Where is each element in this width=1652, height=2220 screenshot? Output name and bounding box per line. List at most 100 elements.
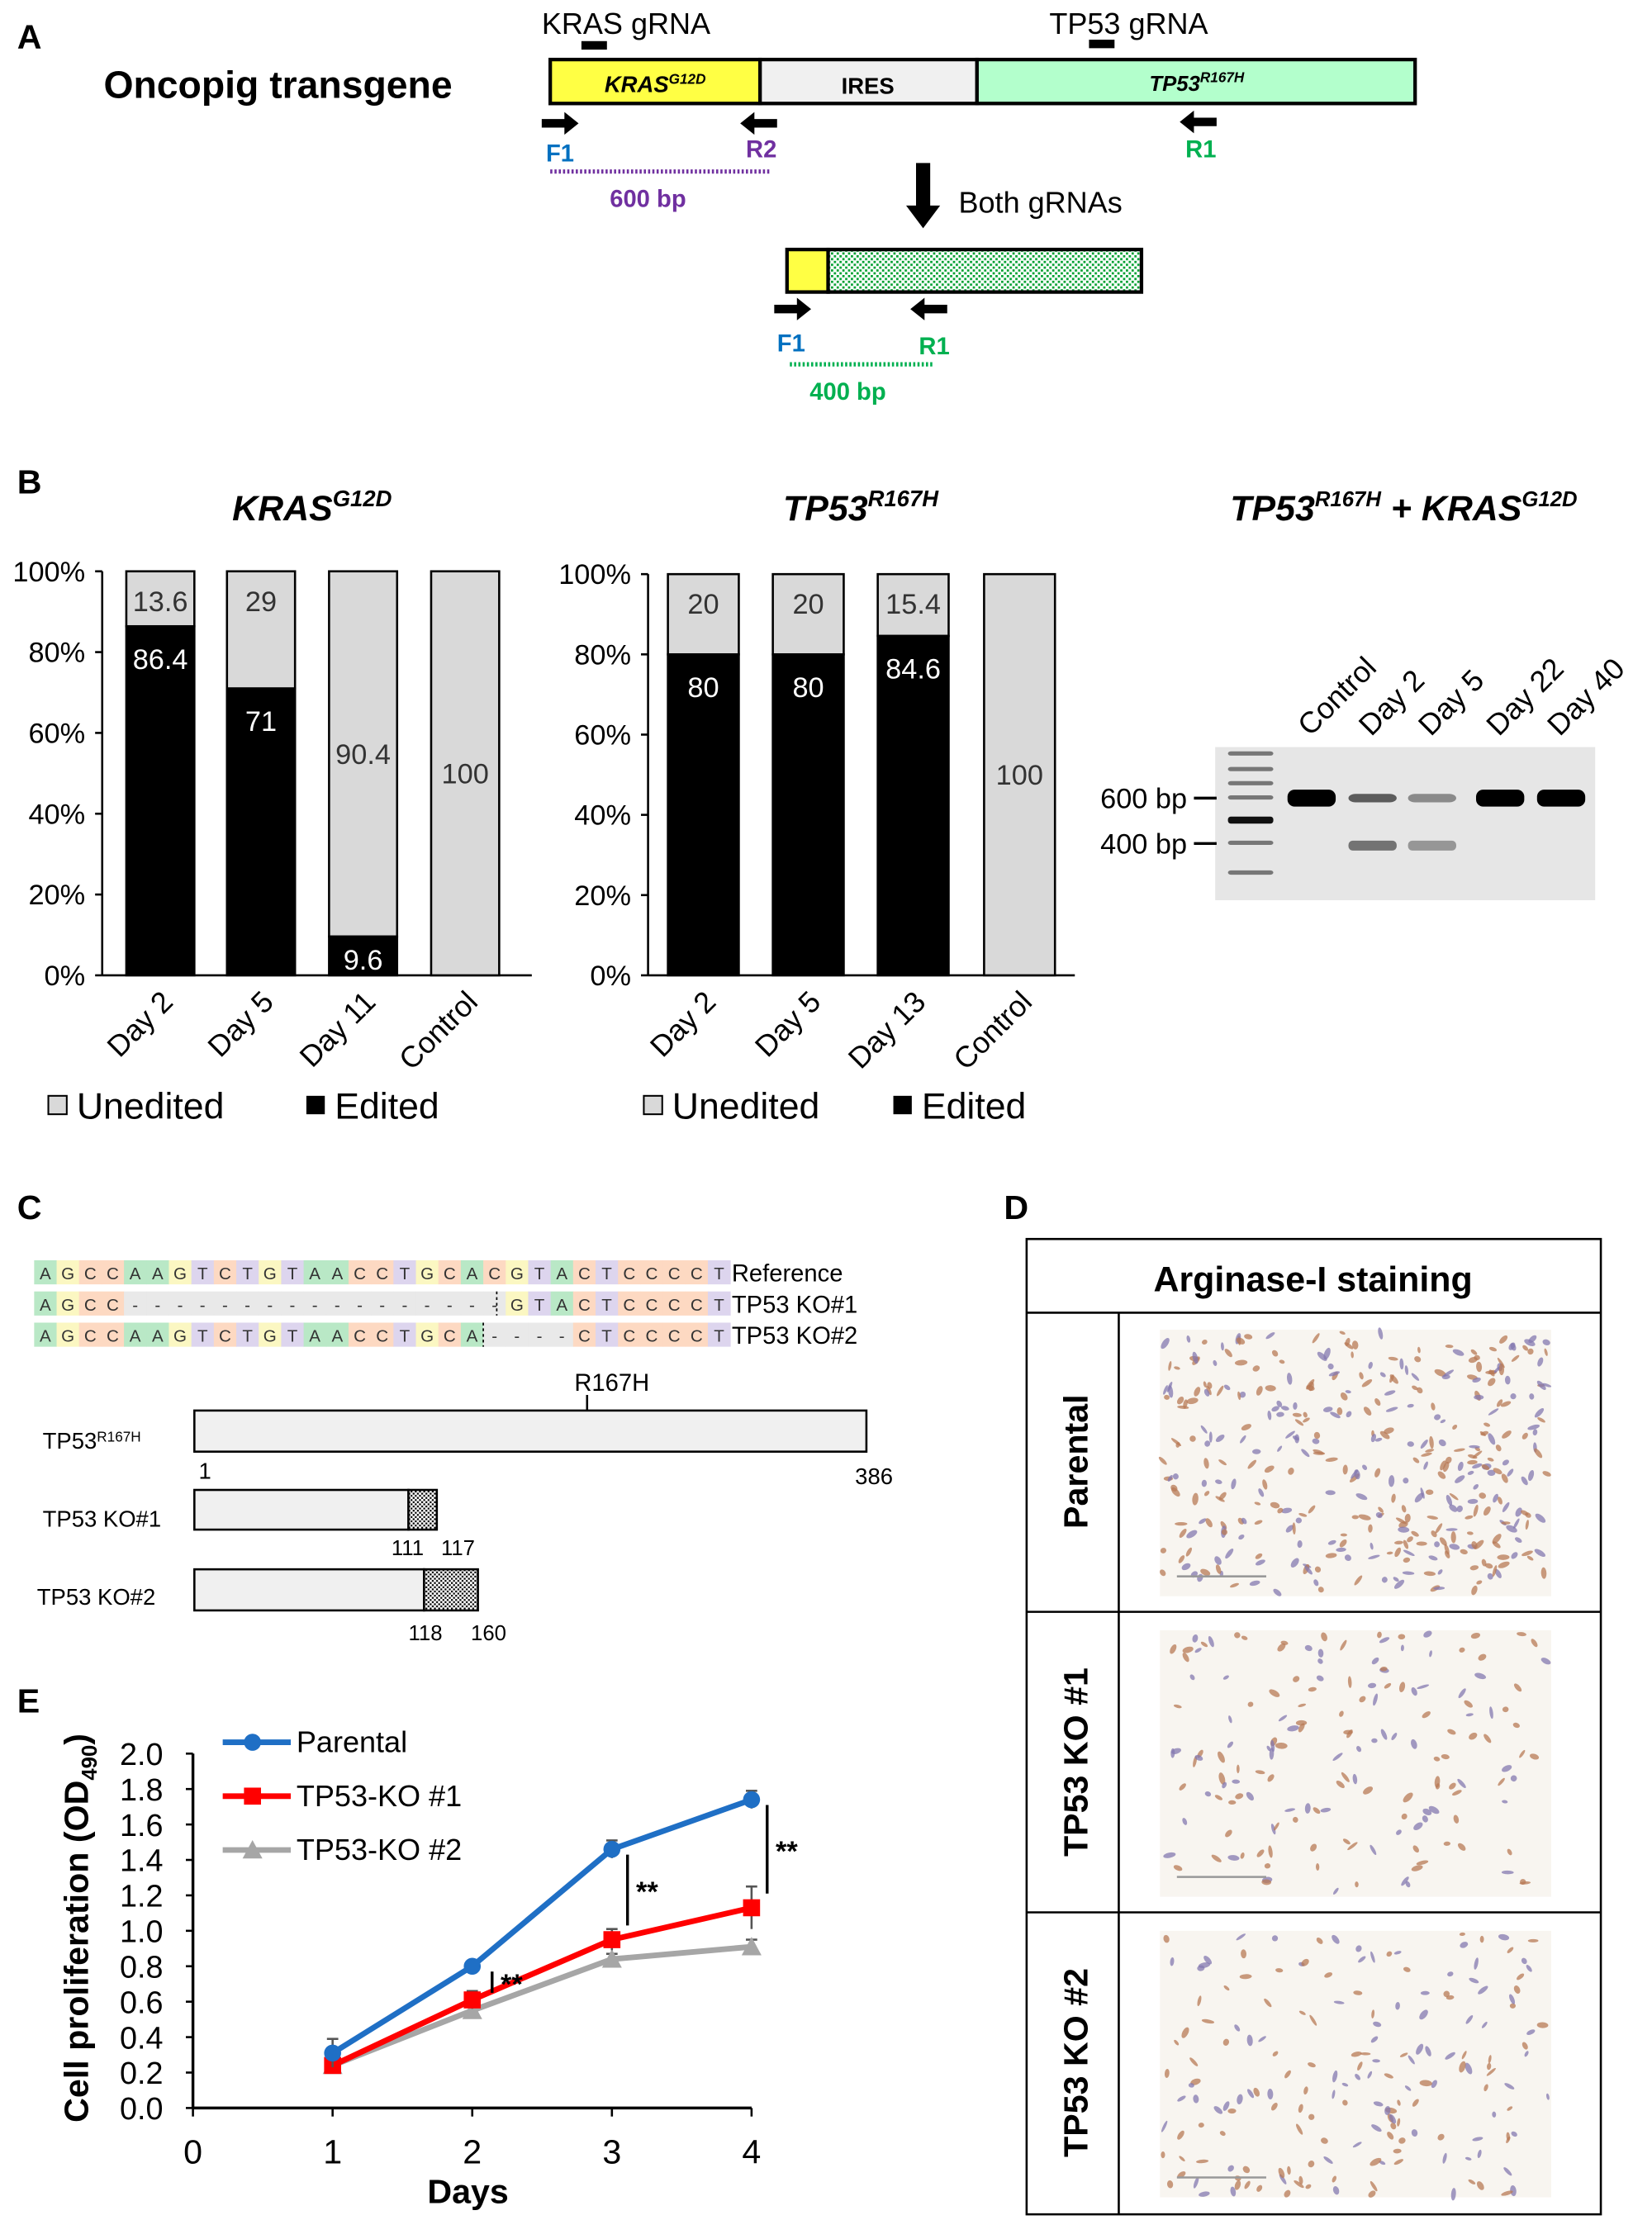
base-letter: C xyxy=(578,1296,591,1315)
base-letter: - xyxy=(132,1296,138,1315)
data-point xyxy=(463,1991,482,2009)
protein-tp53: TP53R167H 1 386 xyxy=(43,1409,893,1489)
base-cell xyxy=(393,1291,417,1316)
series-line xyxy=(331,1905,752,2069)
y-tick-label: 60% xyxy=(28,718,85,749)
data-point xyxy=(324,2044,341,2062)
frameshift-region xyxy=(423,1568,479,1612)
base-cell xyxy=(662,1291,686,1316)
legend-label: TP53-KO #2 xyxy=(297,1833,462,1867)
y-tick-label: 0.6 xyxy=(120,1985,163,2020)
panel-label-b: B xyxy=(17,462,42,500)
x-tick-label: 1 xyxy=(323,2132,342,2170)
y-tick-label: 0.0 xyxy=(120,2092,163,2127)
base-cell xyxy=(685,1291,709,1316)
sequence-alignment: A G C C A A G T C T G T A A C C T G C A C G T A C T C C C C T Reference… xyxy=(34,1259,857,1350)
data-point xyxy=(462,2000,482,2019)
base-letter: C xyxy=(376,1327,388,1346)
base-cell xyxy=(528,1291,552,1316)
data-point xyxy=(743,1899,761,1917)
base-cell xyxy=(281,1291,305,1316)
y-tick-label: 40% xyxy=(28,799,85,830)
base-letter: T xyxy=(601,1327,612,1346)
base-cell xyxy=(213,1259,237,1285)
ladder-band xyxy=(1227,795,1274,800)
protein-end: 386 xyxy=(855,1463,893,1489)
protein-bar xyxy=(193,1488,410,1531)
base-letter: A xyxy=(152,1327,164,1346)
band-600 xyxy=(1287,790,1336,807)
base-letter: - xyxy=(200,1296,206,1315)
x-tick-label: Day 13 xyxy=(842,984,933,1075)
base-cell xyxy=(438,1291,462,1316)
base-letter: C xyxy=(444,1327,456,1346)
kras-segment-label: KRASG12D xyxy=(605,70,706,97)
chart-title: KRASG12D xyxy=(232,486,392,529)
base-letter: - xyxy=(447,1296,453,1315)
legend-swatch-edited xyxy=(306,1095,325,1115)
x-tick-label: Day 5 xyxy=(748,984,828,1064)
bar-edited xyxy=(328,935,399,977)
sequence-row: A G C C A A G T C T G T A A C C T G C A C G T A C T C C C C T Reference xyxy=(34,1259,843,1288)
transgene-construct: KRASG12D IRES TP53R167H xyxy=(548,57,1417,106)
base-letter: G xyxy=(420,1264,434,1283)
kras-grna-mark xyxy=(581,40,607,50)
protein-start: 111 xyxy=(392,1537,424,1560)
data-point xyxy=(603,1840,621,1858)
base-letter: - xyxy=(312,1296,318,1315)
base-cell xyxy=(618,1322,641,1347)
base-cell xyxy=(415,1291,439,1316)
significance-label: ** xyxy=(776,1836,798,1867)
bar-edited xyxy=(876,634,950,977)
data-label-unedited: 13.6 xyxy=(133,586,188,618)
data-label-unedited: 29 xyxy=(245,586,277,618)
base-letter: C xyxy=(646,1327,658,1346)
base-cell xyxy=(34,1291,58,1316)
micrograph-parental xyxy=(1158,1327,1552,1596)
base-letter: T xyxy=(534,1264,545,1283)
protein-start: 118 xyxy=(408,1622,442,1645)
base-letter: T xyxy=(287,1264,298,1283)
base-cell xyxy=(56,1259,80,1285)
base-letter: T xyxy=(197,1327,208,1346)
y-tick-label: 0.4 xyxy=(120,2021,163,2056)
amplicon-400-label: 400 bp xyxy=(809,379,885,406)
base-cell xyxy=(572,1291,596,1316)
base-cell xyxy=(303,1259,327,1285)
base-cell xyxy=(662,1322,686,1347)
data-label-edited: 84.6 xyxy=(885,653,941,685)
panel-label-a: A xyxy=(17,17,42,55)
x-tick-label: Control xyxy=(392,984,484,1076)
gel-title: TP53R167H + KRASG12D xyxy=(1230,488,1577,529)
base-letter: C xyxy=(578,1264,591,1283)
ladder-band xyxy=(1227,751,1274,756)
base-cell xyxy=(371,1259,394,1285)
base-letter: A xyxy=(467,1327,478,1346)
base-cell xyxy=(236,1322,259,1347)
base-letter: C xyxy=(668,1327,681,1346)
base-cell xyxy=(618,1291,641,1316)
base-cell xyxy=(640,1291,664,1316)
protein-label: TP53 KO#1 xyxy=(43,1506,161,1532)
base-letter: A xyxy=(40,1264,51,1283)
base-cell xyxy=(281,1259,305,1285)
base-cell xyxy=(707,1322,731,1347)
primer-r1-arrow-icon xyxy=(910,297,947,320)
mutation-label: R167H xyxy=(574,1370,649,1397)
base-cell xyxy=(124,1259,147,1285)
chart-title: TP53R167H xyxy=(783,486,939,529)
base-letter: T xyxy=(197,1264,208,1283)
y-tick-label: 0.2 xyxy=(120,2056,163,2091)
base-cell xyxy=(78,1291,102,1316)
base-cell xyxy=(506,1322,529,1347)
row-label-ko1: TP53 KO #1 xyxy=(1057,1667,1095,1857)
micrograph-ko1 xyxy=(1160,1629,1551,1897)
base-cell xyxy=(78,1322,102,1347)
significance-label: ** xyxy=(501,1969,523,2000)
base-cell xyxy=(506,1291,529,1316)
base-letter: T xyxy=(601,1296,612,1315)
ires-segment-label: IRES xyxy=(842,73,895,98)
y-tick-label: 40% xyxy=(574,800,631,832)
marker-600-label: 600 bp xyxy=(1100,783,1187,814)
